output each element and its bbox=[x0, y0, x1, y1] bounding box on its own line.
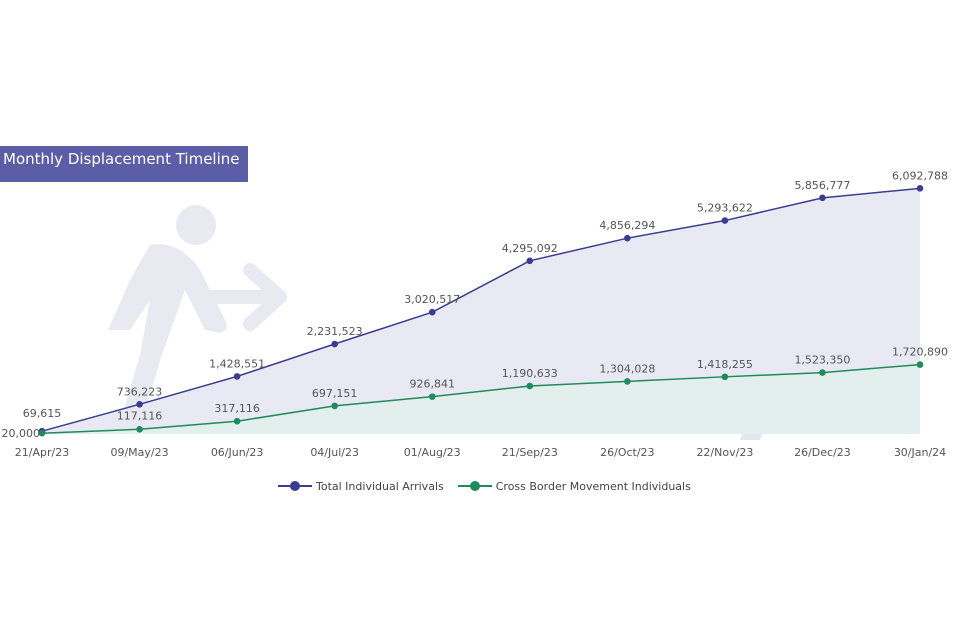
x-tick-label-0: 21/Apr/23 bbox=[15, 446, 69, 459]
series-0-point-9[interactable] bbox=[916, 185, 924, 192]
arrow-right-icon bbox=[203, 263, 287, 331]
series-0-data-label-6: 4,856,294 bbox=[599, 219, 655, 232]
series-1-point-4[interactable] bbox=[428, 393, 436, 400]
series-0-point-8[interactable] bbox=[819, 194, 826, 202]
series-1-data-label-3: 697,151 bbox=[312, 387, 358, 400]
series-1-data-label-0: 20,000 bbox=[2, 427, 41, 440]
series-0-area bbox=[42, 188, 920, 434]
x-tick-label-1: 09/May/23 bbox=[110, 446, 168, 459]
series-0-data-label-7: 5,293,622 bbox=[697, 202, 753, 215]
series-1-data-label-9: 1,720,890 bbox=[892, 346, 948, 359]
series-1-data-label-2: 317,116 bbox=[214, 402, 260, 415]
series-0-data-label-9: 6,092,788 bbox=[892, 169, 948, 182]
x-tick-label-2: 06/Jun/23 bbox=[211, 446, 264, 459]
series-1-area bbox=[42, 364, 920, 434]
series-0-data-label-1: 736,223 bbox=[117, 385, 163, 398]
series-0-point-6[interactable] bbox=[624, 234, 631, 242]
series-0-data-label-4: 3,020,517 bbox=[404, 293, 460, 306]
x-tick-label-4: 01/Aug/23 bbox=[404, 446, 461, 459]
series-0-data-label-0: 69,615 bbox=[23, 407, 62, 420]
legend-label-total: Total Individual Arrivals bbox=[316, 479, 444, 493]
series-1-point-9[interactable] bbox=[916, 361, 924, 368]
person-walking-icon bbox=[108, 205, 227, 430]
x-tick-label-6: 26/Oct/23 bbox=[600, 446, 654, 459]
series-1-point-8[interactable] bbox=[819, 369, 826, 376]
series-0-point-5[interactable] bbox=[526, 257, 534, 265]
series-1-point-7[interactable] bbox=[721, 373, 729, 381]
series-0-data-label-2: 1,428,551 bbox=[209, 357, 265, 370]
series-0-data-label-5: 4,295,092 bbox=[502, 242, 558, 255]
legend-swatch-total bbox=[278, 480, 312, 492]
series-1-point-2[interactable] bbox=[233, 417, 241, 425]
series-1-line bbox=[41, 363, 921, 434]
series-0-point-2[interactable] bbox=[233, 373, 241, 380]
series-1-data-label-8: 1,523,350 bbox=[794, 354, 850, 367]
series-0-data-label-3: 2,231,523 bbox=[307, 325, 363, 338]
series-1-point-5[interactable] bbox=[526, 382, 534, 390]
series-1-point-6[interactable] bbox=[624, 378, 631, 385]
legend: Total Individual Arrivals Cross Border M… bbox=[278, 478, 691, 494]
legend-item-cross-border[interactable]: Cross Border Movement Individuals bbox=[457, 479, 691, 493]
series-1-data-label-5: 1,190,633 bbox=[502, 367, 558, 380]
x-tick-label-8: 26/Dec/23 bbox=[794, 446, 851, 459]
series-1-point-0[interactable] bbox=[38, 429, 46, 437]
series-1-data-label-6: 1,304,028 bbox=[599, 362, 655, 375]
series-0-data-label-8: 5,856,777 bbox=[794, 179, 850, 192]
x-tick-label-9: 30/Jan/24 bbox=[894, 446, 946, 459]
series-1-point-3[interactable] bbox=[331, 402, 338, 410]
legend-swatch-cross-border bbox=[457, 480, 492, 492]
x-tick-label-3: 04/Jul/23 bbox=[310, 446, 359, 459]
legend-label-cross-border: Cross Border Movement Individuals bbox=[495, 479, 691, 493]
series-1-data-label-4: 926,841 bbox=[409, 378, 455, 391]
series-1-data-label-7: 1,418,255 bbox=[697, 358, 753, 371]
legend-item-total-arrivals[interactable]: Total Individual Arrivals bbox=[278, 480, 444, 493]
series-0-point-3[interactable] bbox=[331, 340, 338, 348]
series-0-point-4[interactable] bbox=[428, 308, 436, 316]
x-tick-label-7: 22/Nov/23 bbox=[696, 446, 753, 459]
series-0-line bbox=[41, 187, 921, 432]
x-tick-label-5: 21/Sep/23 bbox=[502, 446, 558, 459]
series-0-point-1[interactable] bbox=[136, 401, 143, 408]
series-0-point-7[interactable] bbox=[721, 217, 729, 224]
series-1-data-label-1: 117,116 bbox=[117, 409, 163, 422]
series-1-point-1[interactable] bbox=[136, 425, 143, 433]
chart-title: Monthly Displacement Timeline bbox=[0, 146, 248, 182]
